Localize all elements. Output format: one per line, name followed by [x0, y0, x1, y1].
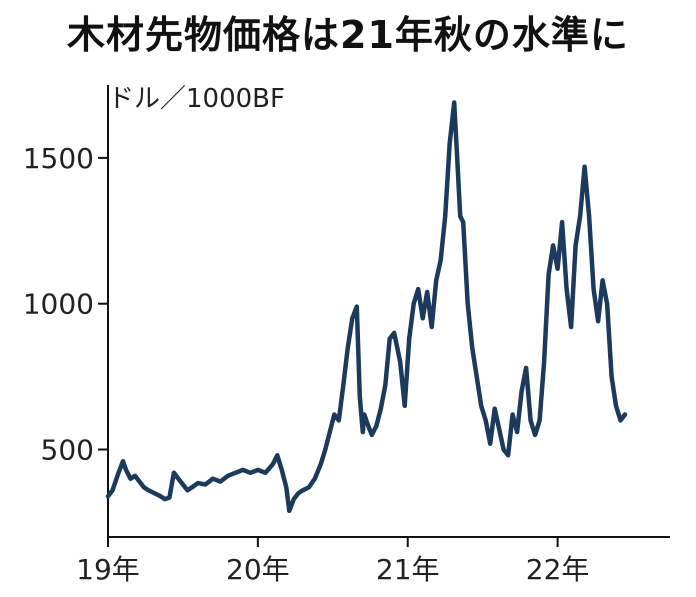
price-line-series — [105, 100, 628, 514]
plot-area — [105, 100, 628, 514]
x-tick-label: 21年 — [376, 553, 440, 586]
chart-title: 木材先物価格は21年秋の水準に — [67, 13, 629, 57]
y-tick-label: 1000 — [23, 288, 94, 321]
y-tick-label: 500 — [41, 434, 94, 467]
y-axis-unit-label: ドル／1000BF — [108, 84, 285, 114]
y-tick-label: 1500 — [23, 142, 94, 175]
x-tick-label: 20年 — [226, 553, 290, 586]
x-tick-label: 22年 — [526, 553, 590, 586]
axes — [98, 85, 670, 547]
tick-labels: 500 1000 1500 19年 20年 21年 22年 — [23, 142, 590, 586]
x-tick-label: 19年 — [76, 553, 140, 586]
